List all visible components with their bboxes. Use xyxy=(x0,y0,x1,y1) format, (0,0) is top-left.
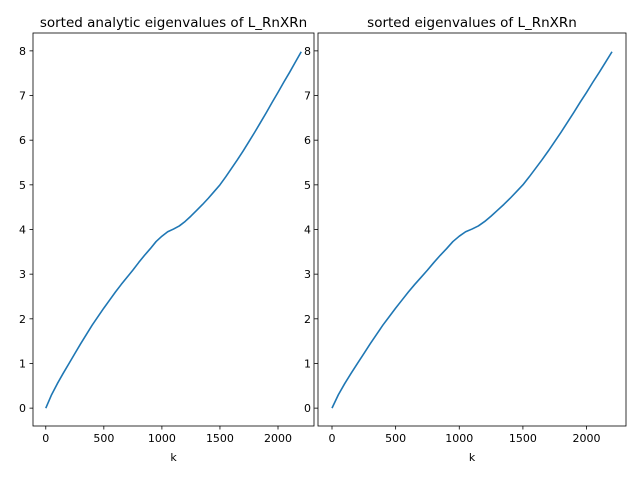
x-axis-label: k xyxy=(469,451,476,464)
y-tick-label: 7 xyxy=(304,90,311,103)
x-tick-label: 500 xyxy=(385,432,406,445)
x-tick-label: 1000 xyxy=(148,432,176,445)
y-tick-label: 3 xyxy=(304,268,311,281)
y-tick-label: 2 xyxy=(304,313,311,326)
series-line xyxy=(46,52,301,408)
y-tick-label: 5 xyxy=(304,179,311,192)
y-tick-label: 2 xyxy=(19,313,26,326)
chart-left: 0 500 1000 1500 2000 0 1 2 3 4 5 6 7 8 sorted analytic… xyxy=(19,15,314,464)
x-axis-label: k xyxy=(170,451,177,464)
y-tick-label: 5 xyxy=(19,179,26,192)
x-tick-label: 2000 xyxy=(573,432,601,445)
x-tick-label: 1500 xyxy=(509,432,537,445)
x-tick-label: 500 xyxy=(93,432,114,445)
chart-title: sorted eigenvalues of L_RnXRn xyxy=(367,15,577,31)
y-tick-label: 0 xyxy=(19,402,26,415)
y-tick-label: 1 xyxy=(19,357,26,370)
x-tick-label: 2000 xyxy=(264,432,292,445)
y-tick-label: 7 xyxy=(19,90,26,103)
x-tick-label: 1500 xyxy=(206,432,234,445)
chart-right: 0 500 1000 1500 2000 0 1 2 3 4 5 6 7 8 sorted eigenval… xyxy=(304,15,626,464)
x-tick-label: 1000 xyxy=(445,432,473,445)
x-tick-label: 0 xyxy=(42,432,49,445)
y-tick-label: 3 xyxy=(19,268,26,281)
y-tick-label: 6 xyxy=(304,134,311,147)
chart-title: sorted analytic eigenvalues of L_RnXRn xyxy=(40,15,307,31)
x-tick-label: 0 xyxy=(329,432,336,445)
y-tick-label: 6 xyxy=(19,134,26,147)
y-tick-label: 4 xyxy=(19,224,26,237)
y-tick-label: 4 xyxy=(304,224,311,237)
y-tick-label: 0 xyxy=(304,402,311,415)
y-tick-label: 1 xyxy=(304,357,311,370)
y-tick-label: 8 xyxy=(304,45,311,58)
series-line xyxy=(332,52,612,408)
y-tick-label: 8 xyxy=(19,45,26,58)
